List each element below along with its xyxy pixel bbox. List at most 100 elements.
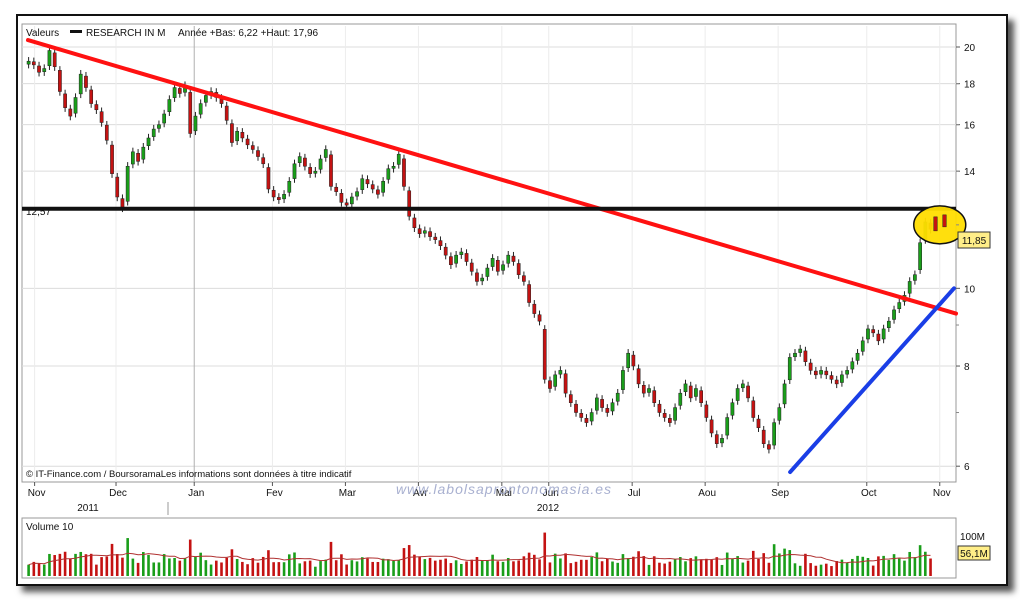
candle-body: [376, 189, 380, 195]
candle-body: [741, 383, 745, 389]
volume-bar: [48, 553, 51, 576]
candle-body: [141, 146, 146, 160]
candle-body: [344, 202, 349, 206]
highlight-ellipse: [913, 205, 967, 245]
candle-body: [772, 422, 776, 446]
volume-bar: [63, 551, 67, 576]
highlight-candle: [942, 214, 947, 228]
candle-body: [162, 113, 167, 124]
candle-body: [584, 418, 589, 423]
volume-bar: [877, 556, 880, 576]
volume-bar: [788, 550, 792, 576]
volume-bar: [293, 552, 296, 576]
candle-body: [245, 138, 250, 146]
candle-body: [329, 154, 333, 187]
volume-bar: [277, 562, 281, 576]
month-label: Mai: [496, 488, 512, 499]
candle-body: [99, 111, 104, 123]
volume-bar: [871, 565, 875, 576]
candle-body: [433, 236, 438, 240]
candle-body: [631, 354, 636, 367]
candle-body: [131, 151, 135, 165]
volume-bar: [918, 545, 922, 576]
volume-bars: [27, 532, 932, 576]
candle-body: [495, 259, 500, 272]
candle-body: [537, 314, 542, 322]
candle-body: [381, 181, 385, 193]
volume-bar: [762, 553, 766, 576]
volume-bar: [272, 562, 275, 576]
volume-bar: [460, 563, 463, 576]
volume-bar: [480, 560, 484, 576]
volume-bar: [387, 559, 390, 576]
volume-bar: [423, 559, 427, 576]
month-label: Nov: [933, 488, 951, 499]
volume-bar: [188, 539, 192, 576]
candle-body: [391, 165, 396, 169]
volume-bar: [355, 561, 359, 576]
volume-bar: [230, 549, 234, 576]
year-label-2012: 2012: [537, 503, 560, 514]
candle-body: [636, 368, 641, 385]
volume-bar: [241, 561, 244, 576]
month-label: Aou: [698, 488, 716, 499]
volume-bar: [136, 562, 140, 576]
price-tick-label: 18: [964, 80, 976, 91]
candle-body: [782, 383, 787, 405]
volume-bar: [142, 552, 145, 576]
candle-body: [84, 75, 88, 88]
volume-bar: [486, 560, 489, 576]
volume-bar: [329, 541, 333, 576]
candle-body: [261, 157, 266, 165]
volume-bar: [736, 556, 739, 576]
candle-body: [475, 272, 479, 282]
volume-bar: [173, 558, 176, 576]
candle-body: [422, 230, 427, 234]
candle-body: [469, 262, 474, 272]
volume-bar: [757, 558, 760, 576]
candle-body: [303, 157, 307, 167]
volume-bar: [845, 563, 849, 576]
volume-bar: [407, 545, 411, 576]
candle-body: [866, 328, 870, 340]
volume-bar: [402, 548, 406, 576]
candle-body: [37, 65, 41, 73]
candle-body: [386, 168, 391, 180]
candle-body: [840, 374, 844, 383]
candle-body: [157, 124, 161, 129]
candle-body: [454, 254, 458, 264]
legend-range: Année +Bas: 6,22 +Haut: 17,96: [178, 28, 319, 39]
volume-bar: [42, 564, 46, 576]
volume-bar: [903, 560, 906, 576]
candle-body: [120, 198, 125, 209]
candle-body: [553, 374, 558, 387]
volume-bar: [543, 532, 547, 576]
candle-body: [605, 408, 610, 413]
candle-body: [813, 370, 818, 376]
candle-body: [204, 95, 208, 103]
candle-body: [855, 352, 860, 361]
volume-bar: [678, 557, 682, 576]
volume-bar: [647, 564, 651, 576]
volume-bar: [37, 563, 41, 576]
credit-text: © IT-Finance.com / BoursoramaLes informa…: [26, 469, 352, 480]
volume-bar: [751, 550, 755, 576]
candle-body: [803, 350, 808, 362]
chart-frame: Valeurs RESEARCH IN M Année +Bas: 6,22 +…: [16, 14, 1008, 586]
candle-body: [511, 255, 516, 262]
candle-body: [621, 370, 625, 390]
volume-bar: [32, 561, 36, 576]
candle-body: [104, 124, 109, 141]
volume-bar: [663, 563, 666, 576]
volume-bar: [731, 558, 734, 576]
volume-bar: [84, 554, 88, 576]
volume-bar: [428, 557, 432, 576]
volume-bar: [824, 563, 828, 576]
volume-bar: [861, 556, 865, 576]
volume-bar: [381, 558, 385, 576]
candle-body: [318, 158, 323, 170]
volume-bar: [694, 556, 698, 576]
volume-bar: [621, 554, 625, 576]
volume-bar: [371, 561, 374, 576]
candle-body: [125, 165, 130, 202]
